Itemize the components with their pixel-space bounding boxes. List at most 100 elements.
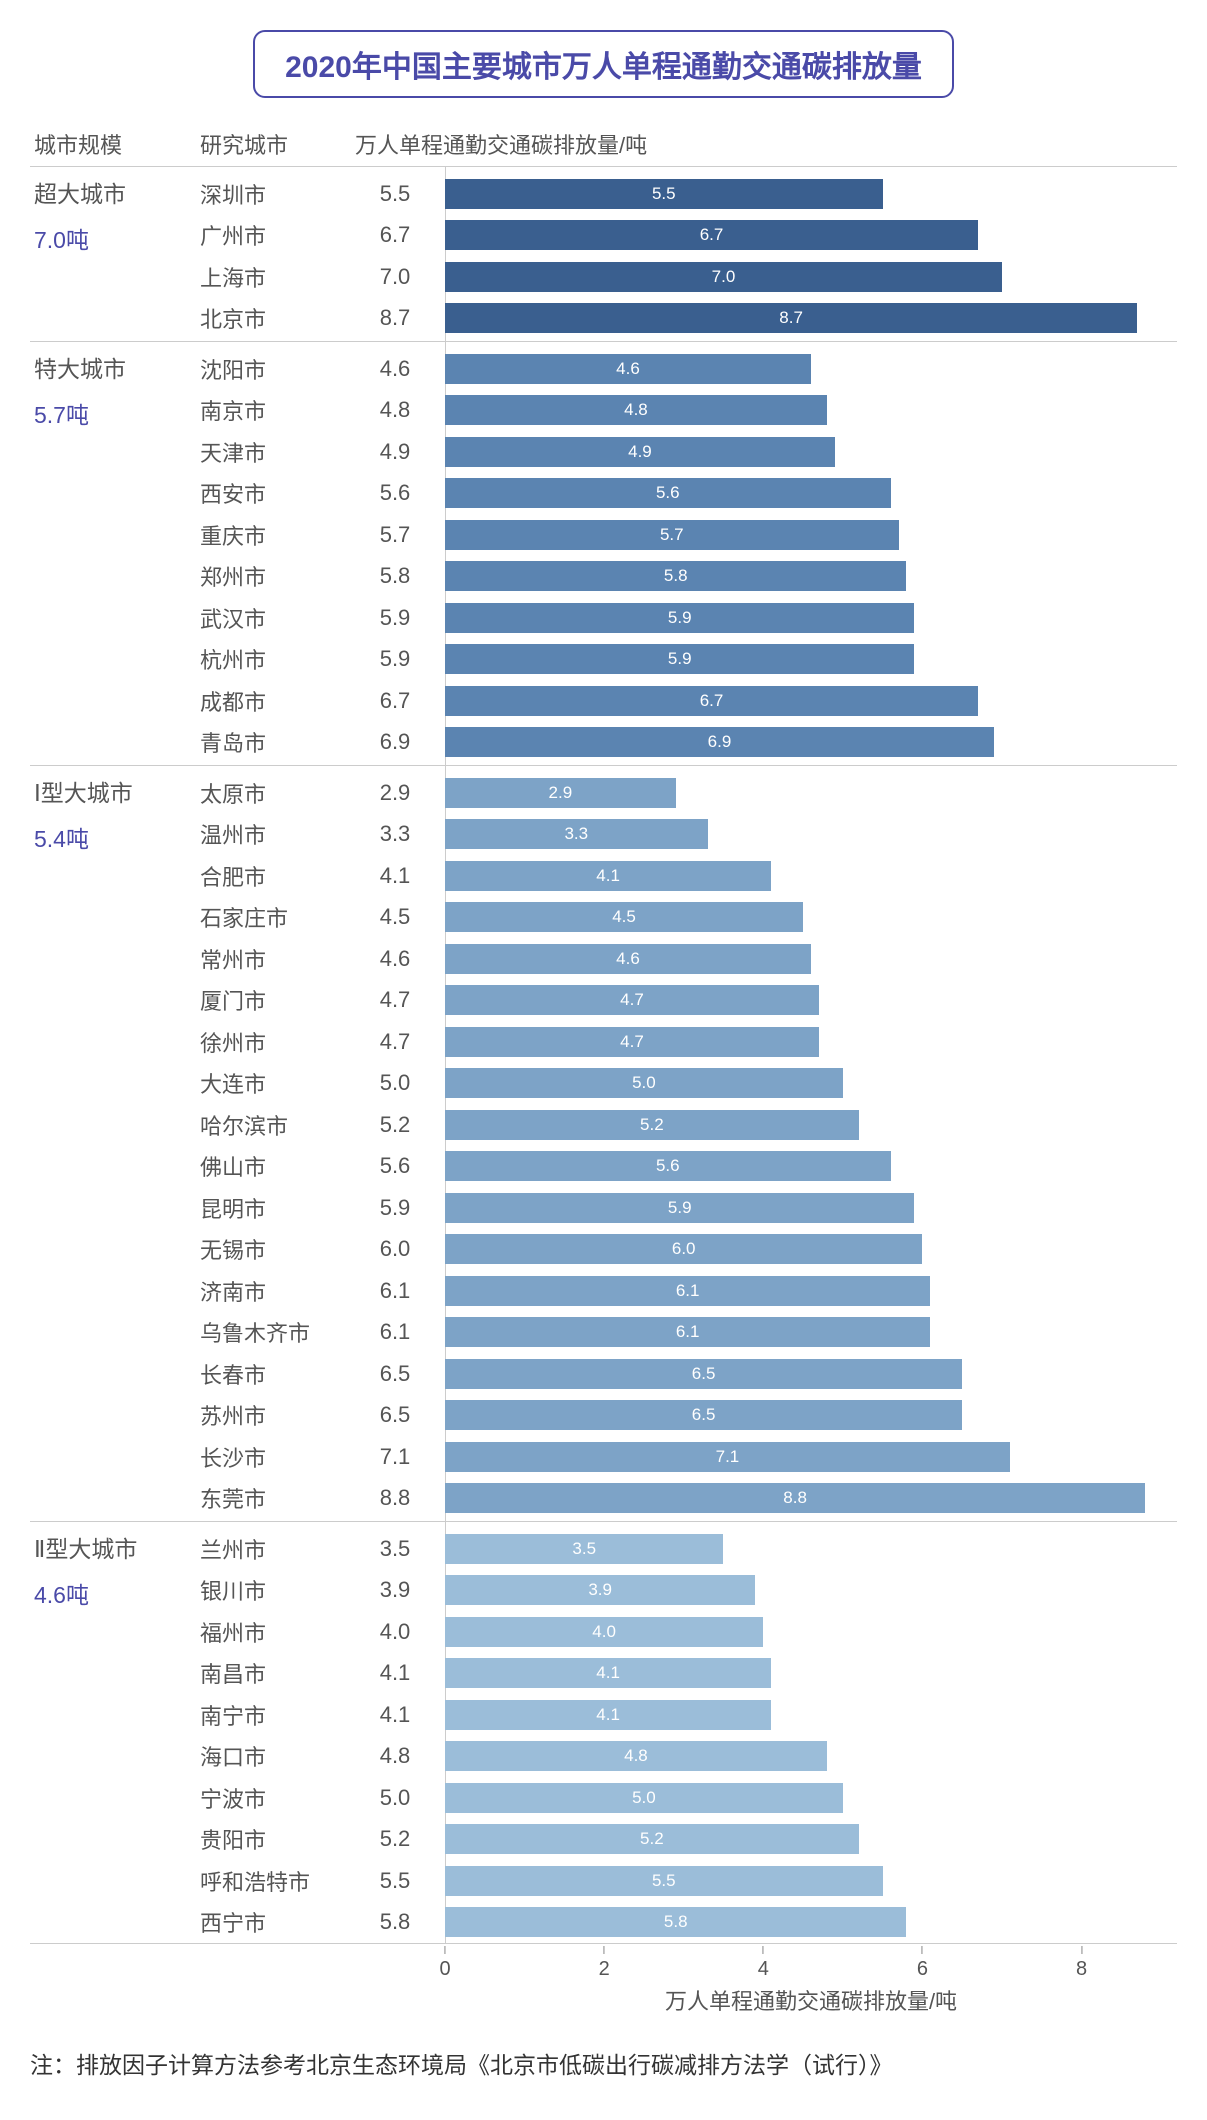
tick-label: 2 bbox=[599, 1958, 610, 1981]
city-row: 广州市6.76.7 bbox=[200, 215, 1177, 257]
chart-title-box: 2020年中国主要城市万人单程通勤交通碳排放量 bbox=[253, 30, 954, 98]
bar: 5.0 bbox=[445, 1068, 843, 1098]
bar: 5.6 bbox=[445, 478, 891, 508]
city-row: 徐州市4.74.7 bbox=[200, 1021, 1177, 1063]
bar-label: 4.5 bbox=[612, 907, 636, 927]
bar-label: 4.6 bbox=[616, 359, 640, 379]
city-row: 武汉市5.95.9 bbox=[200, 597, 1177, 639]
group-name: Ⅰ型大城市 bbox=[34, 774, 200, 808]
bar: 3.5 bbox=[445, 1534, 723, 1564]
bar: 8.8 bbox=[445, 1483, 1145, 1513]
city-row: 济南市6.16.1 bbox=[200, 1270, 1177, 1312]
city-name: 合肥市 bbox=[200, 860, 345, 892]
city-row: 长沙市7.17.1 bbox=[200, 1436, 1177, 1478]
city-value: 7.1 bbox=[345, 1444, 445, 1470]
city-value: 2.9 bbox=[345, 780, 445, 806]
city-row: 杭州市5.95.9 bbox=[200, 639, 1177, 681]
bar: 4.5 bbox=[445, 902, 803, 932]
city-row: 无锡市6.06.0 bbox=[200, 1229, 1177, 1271]
city-value: 4.1 bbox=[345, 863, 445, 889]
bar-track: 5.9 bbox=[445, 597, 1177, 639]
city-name: 武汉市 bbox=[200, 602, 345, 634]
column-headers: 城市规模 研究城市 万人单程通勤交通碳排放量/吨 bbox=[30, 128, 1177, 160]
bar-track: 2.9 bbox=[445, 772, 1177, 814]
city-name: 苏州市 bbox=[200, 1399, 345, 1431]
bar-track: 5.0 bbox=[445, 1063, 1177, 1105]
group-label: 特大城市5.7吨 bbox=[30, 348, 200, 763]
bar-track: 8.7 bbox=[445, 298, 1177, 340]
city-name: 大连市 bbox=[200, 1067, 345, 1099]
city-name: 乌鲁木齐市 bbox=[200, 1316, 345, 1348]
city-value: 6.0 bbox=[345, 1236, 445, 1262]
city-value: 3.3 bbox=[345, 821, 445, 847]
city-value: 5.6 bbox=[345, 480, 445, 506]
city-group: Ⅱ型大城市4.6吨兰州市3.53.5银川市3.93.9福州市4.04.0南昌市4… bbox=[30, 1521, 1177, 1943]
bar-track: 4.9 bbox=[445, 431, 1177, 473]
city-group: Ⅰ型大城市5.4吨太原市2.92.9温州市3.33.3合肥市4.14.1石家庄市… bbox=[30, 765, 1177, 1519]
bar: 4.6 bbox=[445, 944, 811, 974]
bar-label: 5.0 bbox=[632, 1073, 656, 1093]
footnote: 注：排放因子计算方法参考北京生态环境局《北京市低碳出行碳减排方法学（试行）》 bbox=[30, 2046, 1177, 2080]
bar: 6.9 bbox=[445, 727, 994, 757]
city-row: 石家庄市4.54.5 bbox=[200, 897, 1177, 939]
bar-label: 6.0 bbox=[672, 1239, 696, 1259]
city-value: 4.6 bbox=[345, 356, 445, 382]
bar-label: 4.8 bbox=[624, 400, 648, 420]
bar-track: 3.5 bbox=[445, 1528, 1177, 1570]
bar-label: 4.0 bbox=[592, 1622, 616, 1642]
tick-label: 6 bbox=[917, 1958, 928, 1981]
city-name: 深圳市 bbox=[200, 178, 345, 210]
bar-label: 5.5 bbox=[652, 184, 676, 204]
city-row: 兰州市3.53.5 bbox=[200, 1528, 1177, 1570]
bar-label: 3.3 bbox=[564, 824, 588, 844]
bar: 5.9 bbox=[445, 644, 914, 674]
header-city: 研究城市 bbox=[200, 128, 345, 160]
chart-body: 超大城市7.0吨深圳市5.55.5广州市6.76.7上海市7.07.0北京市8.… bbox=[30, 166, 1177, 1943]
bar: 4.6 bbox=[445, 354, 811, 384]
bar-track: 5.0 bbox=[445, 1777, 1177, 1819]
city-name: 厦门市 bbox=[200, 984, 345, 1016]
group-name: 特大城市 bbox=[34, 350, 200, 384]
bar-track: 4.1 bbox=[445, 855, 1177, 897]
city-name: 长春市 bbox=[200, 1358, 345, 1390]
city-value: 6.5 bbox=[345, 1402, 445, 1428]
city-name: 沈阳市 bbox=[200, 353, 345, 385]
city-row: 合肥市4.14.1 bbox=[200, 855, 1177, 897]
city-name: 宁波市 bbox=[200, 1782, 345, 1814]
bar-track: 4.0 bbox=[445, 1611, 1177, 1653]
bar-label: 5.6 bbox=[656, 483, 680, 503]
bar: 5.0 bbox=[445, 1783, 843, 1813]
bar: 5.9 bbox=[445, 603, 914, 633]
bar: 4.1 bbox=[445, 861, 771, 891]
bar-label: 5.5 bbox=[652, 1871, 676, 1891]
city-name: 长沙市 bbox=[200, 1441, 345, 1473]
city-row: 大连市5.05.0 bbox=[200, 1063, 1177, 1105]
bar-label: 6.1 bbox=[676, 1281, 700, 1301]
city-row: 常州市4.64.6 bbox=[200, 938, 1177, 980]
city-value: 5.9 bbox=[345, 646, 445, 672]
bar: 6.5 bbox=[445, 1400, 962, 1430]
bar: 6.0 bbox=[445, 1234, 922, 1264]
city-row: 佛山市5.65.6 bbox=[200, 1146, 1177, 1188]
bar-label: 8.8 bbox=[783, 1488, 807, 1508]
bar-track: 6.1 bbox=[445, 1312, 1177, 1354]
city-row: 昆明市5.95.9 bbox=[200, 1187, 1177, 1229]
city-name: 上海市 bbox=[200, 261, 345, 293]
city-value: 6.1 bbox=[345, 1319, 445, 1345]
city-value: 6.7 bbox=[345, 222, 445, 248]
x-tick: 8 bbox=[1076, 1946, 1087, 1981]
bar-track: 4.7 bbox=[445, 1021, 1177, 1063]
city-value: 5.2 bbox=[345, 1826, 445, 1852]
city-value: 5.5 bbox=[345, 181, 445, 207]
bar-label: 7.0 bbox=[712, 267, 736, 287]
bar: 5.2 bbox=[445, 1824, 859, 1854]
bar: 8.7 bbox=[445, 303, 1137, 333]
group-rows: 沈阳市4.64.6南京市4.84.8天津市4.94.9西安市5.65.6重庆市5… bbox=[200, 348, 1177, 763]
group-rows: 兰州市3.53.5银川市3.93.9福州市4.04.0南昌市4.14.1南宁市4… bbox=[200, 1528, 1177, 1943]
bar: 6.1 bbox=[445, 1276, 930, 1306]
bar-label: 4.1 bbox=[596, 866, 620, 886]
city-value: 5.2 bbox=[345, 1112, 445, 1138]
city-row: 贵阳市5.25.2 bbox=[200, 1819, 1177, 1861]
bar-label: 5.6 bbox=[656, 1156, 680, 1176]
bar: 5.8 bbox=[445, 561, 906, 591]
